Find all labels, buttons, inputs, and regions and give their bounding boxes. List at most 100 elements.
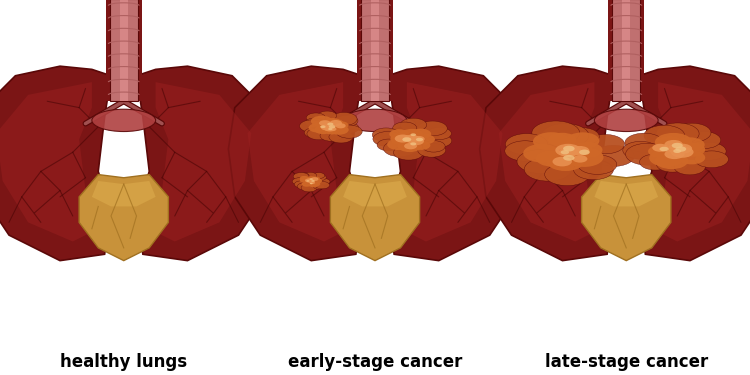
Circle shape [310,183,313,184]
Circle shape [547,152,584,171]
Polygon shape [582,174,670,261]
Circle shape [562,146,580,155]
Circle shape [324,126,335,132]
Circle shape [310,177,319,181]
Circle shape [314,125,332,134]
Circle shape [306,180,310,182]
Circle shape [331,112,357,126]
Circle shape [329,120,342,126]
Circle shape [517,150,565,173]
Circle shape [300,176,309,180]
Circle shape [305,118,324,128]
Circle shape [579,150,590,155]
Circle shape [410,134,416,136]
Circle shape [327,119,344,128]
Circle shape [656,123,699,144]
Circle shape [422,141,445,152]
Circle shape [299,120,324,132]
Circle shape [578,155,616,174]
Circle shape [533,132,570,150]
Circle shape [625,133,664,152]
Circle shape [393,122,417,134]
Bar [357,0,393,101]
Circle shape [317,178,330,185]
Circle shape [297,183,312,190]
Circle shape [410,142,416,146]
Circle shape [656,136,682,149]
Circle shape [413,136,424,142]
Circle shape [404,143,417,149]
Bar [106,0,142,101]
Circle shape [690,142,726,160]
Polygon shape [480,66,614,261]
Bar [361,0,389,101]
Circle shape [328,125,335,128]
Circle shape [415,134,435,144]
Circle shape [293,172,309,180]
Circle shape [308,179,315,183]
Polygon shape [0,82,98,242]
Circle shape [571,146,590,156]
Circle shape [626,143,669,165]
Circle shape [686,132,721,148]
Text: late-stage cancer: late-stage cancer [544,353,708,371]
Circle shape [566,132,599,149]
Circle shape [303,172,316,179]
Polygon shape [639,66,750,261]
Circle shape [664,149,685,159]
Circle shape [418,143,446,157]
Circle shape [325,128,339,135]
Polygon shape [149,82,251,242]
Circle shape [650,150,683,166]
Circle shape [310,116,332,126]
Circle shape [563,128,599,146]
Polygon shape [330,174,420,261]
Circle shape [329,131,353,143]
Circle shape [563,155,574,160]
Polygon shape [499,82,601,242]
Circle shape [560,148,577,157]
Circle shape [532,121,580,145]
Ellipse shape [594,109,658,132]
Circle shape [372,128,400,142]
Circle shape [310,182,320,186]
Circle shape [548,133,576,147]
Circle shape [536,150,568,166]
Circle shape [542,124,589,147]
Circle shape [652,144,668,152]
Polygon shape [652,82,750,242]
Ellipse shape [92,109,156,132]
Circle shape [337,122,359,134]
Circle shape [327,123,334,126]
Circle shape [398,140,422,152]
Circle shape [320,125,326,128]
Circle shape [373,132,403,147]
Circle shape [672,143,682,148]
Circle shape [592,146,634,166]
Circle shape [572,142,602,158]
Text: early-stage cancer: early-stage cancer [288,353,462,371]
Circle shape [309,183,318,187]
Circle shape [664,140,683,149]
Bar [370,0,380,101]
Circle shape [673,123,711,142]
Text: healthy lungs: healthy lungs [60,353,188,371]
Circle shape [400,118,427,132]
Circle shape [320,130,342,141]
Bar [612,0,640,101]
Circle shape [674,159,705,175]
Polygon shape [80,174,168,261]
Bar [622,0,631,101]
Circle shape [336,116,358,126]
Polygon shape [92,181,156,206]
Polygon shape [388,66,522,261]
Polygon shape [343,181,406,206]
Circle shape [655,153,688,169]
Circle shape [412,141,430,150]
Circle shape [400,129,423,140]
Circle shape [321,124,333,130]
Circle shape [404,135,420,143]
Circle shape [332,121,349,129]
Circle shape [389,129,410,139]
Circle shape [659,147,669,152]
